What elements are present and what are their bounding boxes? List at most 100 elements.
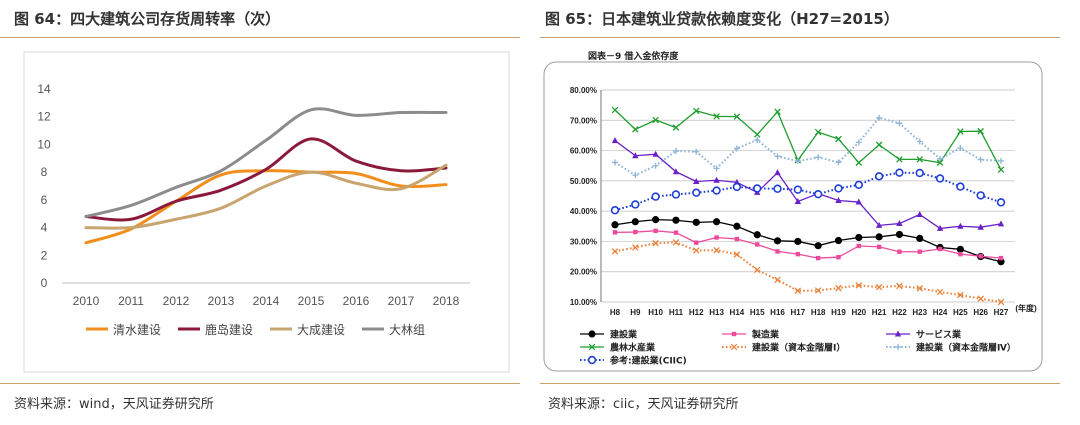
y-tick-label: 12 <box>37 110 51 124</box>
data-point <box>672 168 680 175</box>
data-point <box>672 124 680 131</box>
data-point <box>876 244 882 250</box>
data-point <box>794 287 802 295</box>
data-point <box>957 145 964 152</box>
data-point <box>835 159 842 166</box>
data-point <box>714 235 719 240</box>
data-point <box>936 224 944 231</box>
data-point <box>977 127 984 135</box>
data-point <box>855 233 863 242</box>
data-point <box>713 113 720 120</box>
data-point <box>936 288 944 296</box>
data-point <box>712 218 721 226</box>
data-point <box>631 218 639 226</box>
x-tick-label: H20 <box>851 308 866 317</box>
data-point <box>895 168 904 177</box>
series-line-2 <box>84 163 448 230</box>
data-point <box>632 126 639 133</box>
data-point <box>814 128 822 136</box>
series-group-2 <box>611 137 1005 231</box>
data-point <box>713 176 720 183</box>
left-source-rule <box>0 383 520 384</box>
y-tick-label: 10 <box>37 137 51 151</box>
data-point <box>713 246 720 254</box>
x-tick-label: 2018 <box>433 294 460 308</box>
left-source-note: 资料来源：wind，天风证券研究所 <box>14 397 214 412</box>
data-point <box>915 168 924 178</box>
data-point <box>996 198 1006 207</box>
series-group-5 <box>612 114 1004 179</box>
data-point <box>773 237 782 245</box>
series-line-5 <box>614 116 1002 177</box>
data-point <box>956 182 965 191</box>
x-tick-label: 2017 <box>388 294 415 308</box>
data-point <box>753 266 761 274</box>
series-group-3 <box>611 106 1005 173</box>
x-tick-label: H24 <box>933 308 948 317</box>
data-point <box>633 229 638 235</box>
data-point <box>652 150 659 157</box>
x-tick-label: H17 <box>790 308 805 317</box>
data-point <box>611 106 619 114</box>
y-tick-label: 30.00% <box>570 237 597 246</box>
series-group-4 <box>611 239 1005 306</box>
y-tick-label: 20.00% <box>570 268 597 277</box>
y-tick-label: 40.00% <box>570 207 597 216</box>
data-point <box>814 242 822 250</box>
data-point <box>977 223 984 230</box>
data-point <box>956 245 964 253</box>
data-point <box>672 147 679 154</box>
right-panel-title: 图 65：日本建筑业贷款依赖度变化（H27=2015） <box>545 10 899 28</box>
data-point <box>855 282 863 289</box>
data-point <box>916 156 923 163</box>
data-point <box>936 159 944 166</box>
data-point <box>774 108 781 116</box>
data-point <box>632 152 639 159</box>
data-point <box>855 159 863 166</box>
data-point <box>673 230 679 235</box>
legend-label: 清水建设 <box>113 323 161 337</box>
x-tick-label: 2014 <box>253 294 280 308</box>
x-tick-label: H14 <box>730 308 745 317</box>
data-point <box>876 114 883 121</box>
data-point <box>672 216 680 224</box>
data-point <box>611 248 619 255</box>
data-point <box>774 153 781 160</box>
data-point <box>651 192 660 201</box>
data-point <box>977 295 984 302</box>
series-line-3 <box>84 107 448 218</box>
data-point <box>693 107 700 115</box>
legend-marker <box>730 343 738 351</box>
data-point <box>998 255 1004 261</box>
data-point <box>957 222 964 229</box>
legend-marker <box>894 330 902 337</box>
data-point <box>937 155 944 162</box>
data-point <box>815 154 822 161</box>
legend-marker <box>895 344 901 350</box>
legend-marker <box>731 331 737 337</box>
data-point <box>693 247 700 254</box>
x-tick-label: H23 <box>912 308 927 317</box>
left-line-chart: 0 2 4 6 8 10 12 14 2010 2011 2012 2013 2014 2015 2016 2… <box>23 51 510 373</box>
data-point <box>834 184 843 193</box>
series-group-6 <box>610 168 1006 215</box>
data-point <box>692 218 700 226</box>
data-point <box>896 120 903 127</box>
data-point <box>693 148 700 155</box>
legend-label: 建設業 <box>610 329 638 341</box>
legend-label: 建設業（資本金階層Ⅰ） <box>752 342 845 354</box>
y-tick-label: 10.00% <box>570 298 597 307</box>
data-point <box>653 228 658 234</box>
data-point <box>652 239 659 247</box>
series-line-1 <box>614 230 1002 259</box>
x-tick-label: H27 <box>994 308 1009 317</box>
data-point <box>774 276 781 284</box>
data-point <box>997 220 1005 227</box>
right-source-rule <box>540 383 1060 384</box>
legend-marker <box>587 355 597 365</box>
legend-label: 製造業 <box>751 329 780 341</box>
data-point <box>775 249 780 254</box>
data-point <box>753 184 762 193</box>
data-point <box>835 284 842 292</box>
data-point <box>794 197 802 204</box>
